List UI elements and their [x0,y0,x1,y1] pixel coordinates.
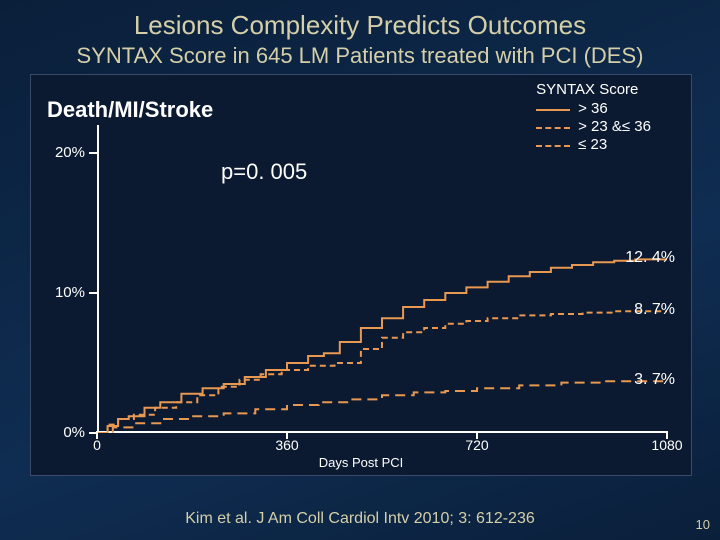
y-tick-label: 0% [41,424,85,441]
series-end-label: 12. 4% [625,249,675,267]
legend-label-1: > 36 [578,100,608,117]
plot-area [97,125,667,433]
slide-title: Lesions Complexity Predicts Outcomes [0,0,720,41]
y-tick [89,292,97,294]
series-line [97,381,667,433]
legend-title: SYNTAX Score [536,81,651,98]
y-tick-label: 10% [41,284,85,301]
outcome-label: Death/MI/Stroke [47,97,213,123]
legend-item-1: > 36 [536,100,651,117]
slide-number: 10 [696,517,710,532]
series-line [97,311,667,433]
x-tick-label: 720 [465,437,488,453]
y-tick [89,152,97,154]
series-end-label: 8. 7% [634,301,675,319]
y-tick-label: 20% [41,144,85,161]
chart-container: Death/MI/Stroke SYNTAX Score > 36 > 23 &… [30,74,692,476]
legend-swatch-solid [536,109,570,111]
x-axis-title: Days Post PCI [31,455,691,470]
x-tick-label: 360 [275,437,298,453]
x-tick-label: 1080 [651,437,682,453]
slide-subtitle: SYNTAX Score in 645 LM Patients treated … [0,43,720,69]
series-end-label: 3. 7% [634,371,675,389]
x-tick-label: 0 [93,437,101,453]
citation: Kim et al. J Am Coll Cardiol Intv 2010; … [0,510,720,528]
